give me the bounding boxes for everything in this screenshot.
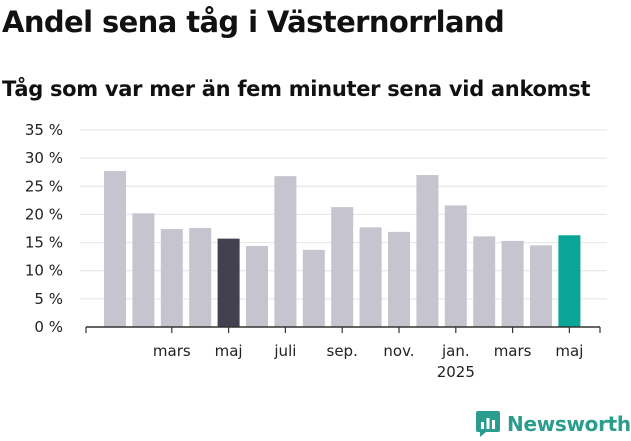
bar <box>274 176 297 327</box>
y-tick-label: 25 % <box>25 177 63 195</box>
bar <box>558 235 581 327</box>
y-tick-label: 35 % <box>25 121 63 139</box>
bar <box>189 227 212 327</box>
x-tick-label: juli <box>273 342 296 360</box>
x-tick-label: maj <box>215 342 243 360</box>
x-tick-label: jan. <box>441 342 470 360</box>
x-tick-label: mars <box>494 342 532 360</box>
bar <box>331 207 354 327</box>
bar <box>359 227 382 327</box>
bar <box>302 249 325 327</box>
bar <box>246 245 268 327</box>
bar <box>132 213 155 327</box>
bar <box>473 236 496 327</box>
y-tick-label: 30 % <box>25 149 63 167</box>
newsworthy-logo-icon <box>476 411 500 437</box>
bar <box>160 229 183 327</box>
chart-subtitle: Tåg som var mer än fem minuter sena vid … <box>2 77 591 101</box>
x-tick-label: mars <box>153 342 191 360</box>
chart-title: Andel sena tåg i Västernorrland <box>2 5 505 39</box>
bar <box>416 175 439 327</box>
y-tick-label: 15 % <box>25 234 63 252</box>
x-tick-sublabel: 2025 <box>437 363 475 381</box>
x-tick-label: maj <box>555 342 583 360</box>
y-tick-label: 5 % <box>34 290 63 308</box>
newsworthy-brand: Newsworthy <box>475 407 631 441</box>
bar <box>444 205 467 327</box>
y-tick-label: 0 % <box>34 318 63 336</box>
bar <box>388 231 410 327</box>
x-tick-label: nov. <box>383 342 414 360</box>
bar <box>104 171 126 327</box>
brand-name: Newsworthy <box>507 412 631 436</box>
bar <box>501 240 524 327</box>
bar <box>217 238 240 327</box>
x-tick-label: sep. <box>327 342 358 360</box>
y-tick-label: 10 % <box>25 262 63 280</box>
bar <box>530 245 552 327</box>
y-tick-label: 20 % <box>25 205 63 223</box>
